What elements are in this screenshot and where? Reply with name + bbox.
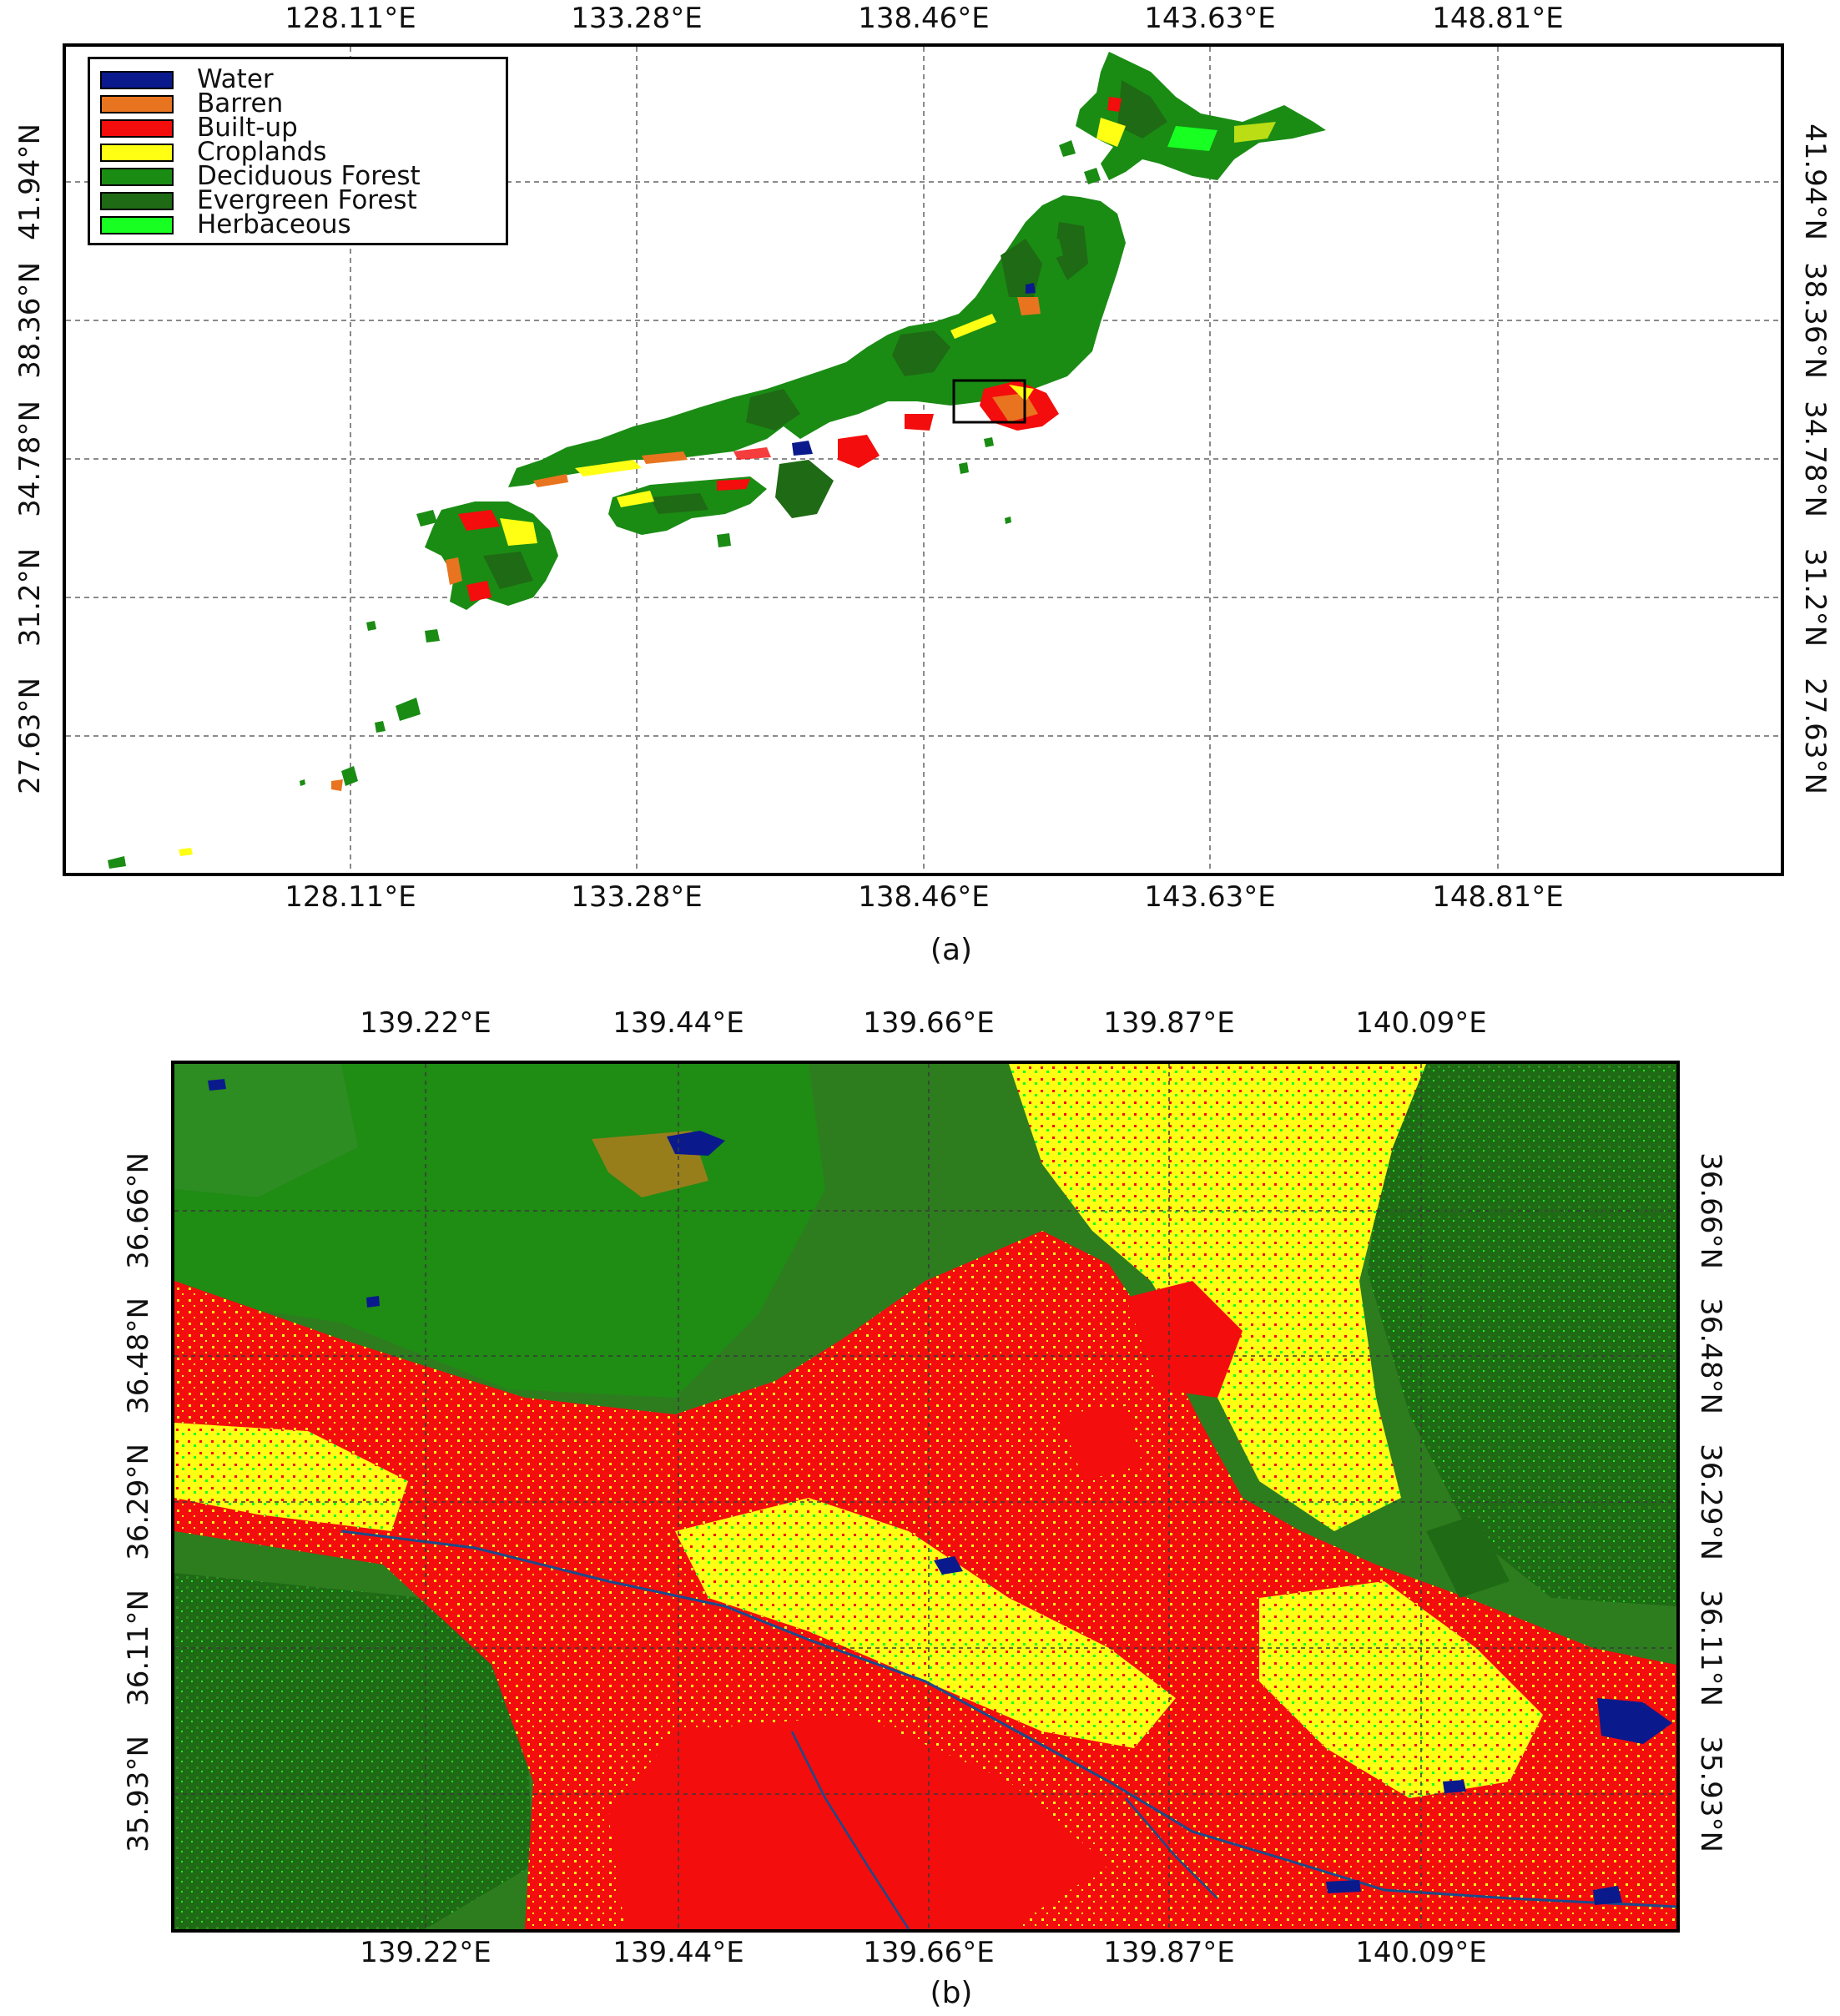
- lat-tick-left: 36.48°N: [122, 1298, 155, 1414]
- panel-b-caption: (b): [930, 1976, 973, 2010]
- lon-tick-top: 128.11°E: [285, 2, 416, 35]
- lat-tick-right: 36.11°N: [1694, 1590, 1727, 1706]
- lon-tick-bottom: 139.44°E: [612, 1936, 744, 1969]
- lon-tick-bottom: 139.87°E: [1103, 1936, 1235, 1969]
- lat-tick-left: 27.63°N: [13, 678, 47, 794]
- lon-tick-bottom: 128.11°E: [285, 880, 416, 914]
- river: [1125, 1797, 1218, 1899]
- lon-tick-top: 139.22°E: [360, 1006, 492, 1040]
- lat-tick-right: 36.48°N: [1694, 1298, 1727, 1414]
- legend-swatch: [100, 118, 174, 138]
- lon-tick-bottom: 148.81°E: [1432, 880, 1564, 914]
- lat-tick-right: 41.94°N: [1798, 123, 1832, 240]
- tokyo-landcover-map: [174, 1064, 1676, 1929]
- lon-tick-bottom: 133.28°E: [571, 880, 703, 914]
- legend: Water Barren Built-up Croplands Deciduou…: [88, 57, 508, 245]
- legend-swatch: [100, 191, 174, 210]
- lon-tick-bottom: 139.22°E: [360, 1936, 492, 1969]
- lon-tick-top: 139.66°E: [863, 1006, 995, 1040]
- legend-swatch: [100, 94, 174, 113]
- lat-tick-left: 36.66°N: [122, 1152, 155, 1269]
- legend-item-evergreen-forest: Evergreen Forest: [100, 185, 496, 215]
- legend-label: Herbaceous: [197, 209, 351, 239]
- legend-item-built-up: Built-up: [100, 113, 496, 143]
- legend-item-herbaceous: Herbaceous: [100, 209, 496, 239]
- map-frame-a: Water Barren Built-up Croplands Deciduou…: [63, 43, 1784, 876]
- panel-a-caption: (a): [930, 933, 973, 967]
- legend-swatch: [100, 215, 174, 234]
- lat-tick-left: 35.93°N: [122, 1736, 155, 1852]
- lat-tick-right: 38.36°N: [1798, 262, 1832, 379]
- lake: [1597, 1698, 1672, 1744]
- tokyo-inset-box: [952, 379, 1026, 424]
- lon-tick-top: 143.63°E: [1144, 2, 1276, 35]
- lat-tick-left: 31.2°N: [13, 547, 47, 648]
- river: [340, 1530, 1676, 1908]
- legend-swatch: [100, 167, 174, 186]
- legend-label: Water: [197, 64, 274, 94]
- river: [790, 1731, 910, 1929]
- lon-tick-top: 148.81°E: [1432, 2, 1564, 35]
- legend-swatch: [100, 143, 174, 162]
- lat-tick-right: 31.2°N: [1798, 547, 1832, 648]
- lon-tick-bottom: 139.66°E: [863, 1936, 995, 1969]
- legend-item-barren: Barren: [100, 88, 496, 118]
- lat-tick-right: 27.63°N: [1798, 678, 1832, 794]
- lake: [934, 1556, 963, 1575]
- lat-tick-left: 34.78°N: [13, 401, 47, 517]
- cropland-region: [1009, 1064, 1426, 1531]
- lat-tick-right: 36.66°N: [1694, 1152, 1727, 1269]
- lon-tick-bottom: 140.09°E: [1355, 1936, 1487, 1969]
- map-frame-b: [171, 1061, 1680, 1933]
- lon-tick-top: 139.87°E: [1103, 1006, 1235, 1040]
- lat-tick-left: 36.11°N: [122, 1590, 155, 1706]
- lon-tick-top: 133.28°E: [571, 2, 703, 35]
- lon-tick-top: 140.09°E: [1355, 1006, 1487, 1040]
- lat-tick-left: 38.36°N: [13, 262, 47, 379]
- lon-tick-top: 138.46°E: [858, 2, 990, 35]
- lat-tick-left: 36.29°N: [122, 1444, 155, 1560]
- legend-label: Barren: [197, 88, 284, 118]
- legend-label: Built-up: [197, 113, 298, 143]
- lon-tick-bottom: 138.46°E: [858, 880, 990, 914]
- honshu-landmass: [508, 195, 1126, 487]
- hokkaido-landmass: [1076, 52, 1326, 180]
- legend-item-water: Water: [100, 64, 496, 94]
- legend-item-deciduous-forest: Deciduous Forest: [100, 164, 496, 189]
- legend-swatch: [100, 70, 174, 89]
- legend-label: Croplands: [197, 137, 327, 167]
- lake: [667, 1131, 725, 1156]
- lat-tick-right: 34.78°N: [1798, 401, 1832, 517]
- lon-tick-bottom: 143.63°E: [1144, 880, 1276, 914]
- lon-tick-top: 139.44°E: [612, 1006, 744, 1040]
- lat-tick-right: 35.93°N: [1694, 1736, 1727, 1852]
- legend-label: Deciduous Forest: [197, 161, 421, 191]
- legend-label: Evergreen Forest: [197, 185, 417, 215]
- lat-tick-right: 36.29°N: [1694, 1444, 1727, 1560]
- panel-a-japan-map: 128.11°E 133.28°E 138.46°E 143.63°E 148.…: [0, 0, 1840, 976]
- legend-item-croplands: Croplands: [100, 137, 496, 167]
- panel-b-tokyo-map: 139.22°E 139.44°E 139.66°E 139.87°E 140.…: [0, 993, 1840, 2016]
- gridlines-b: [174, 1064, 1676, 1929]
- lat-tick-left: 41.94°N: [13, 123, 47, 240]
